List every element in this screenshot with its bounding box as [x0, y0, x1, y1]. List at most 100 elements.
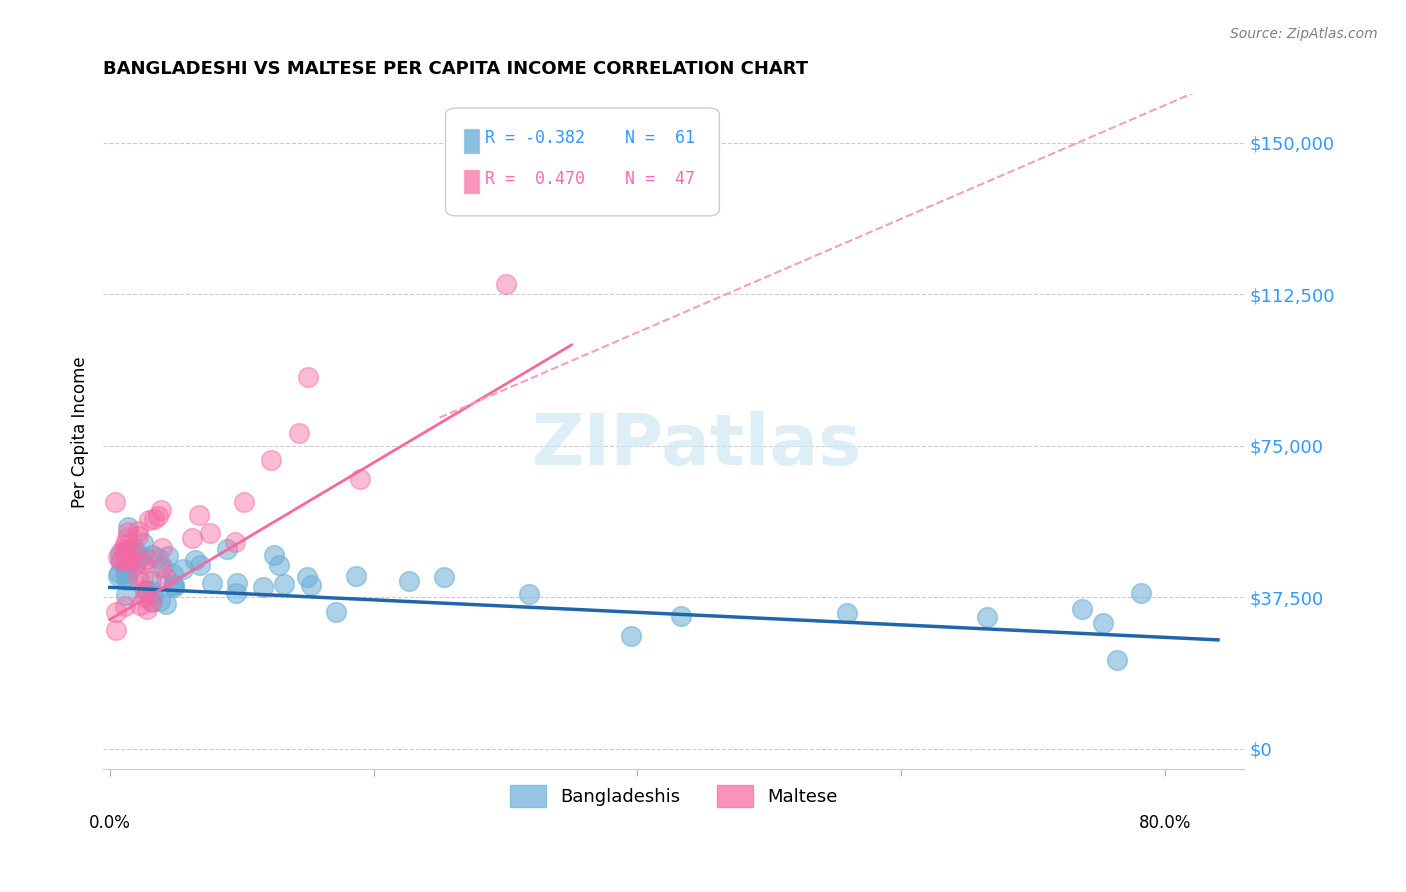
- Maltese: [180, 532, 202, 546]
- Bangladeshis: [128, 549, 150, 564]
- Bangladeshis: [162, 578, 184, 592]
- Maltese: [127, 569, 149, 583]
- Maltese: [105, 623, 128, 637]
- Maltese: [117, 531, 139, 545]
- Bangladeshis: [142, 587, 165, 601]
- Maltese: [104, 605, 127, 619]
- Maltese: [121, 543, 143, 558]
- Maltese: [110, 554, 132, 568]
- Text: 0.0%: 0.0%: [89, 814, 131, 831]
- Maltese: [134, 590, 156, 604]
- Maltese: [233, 495, 256, 509]
- Maltese: [143, 512, 166, 526]
- Maltese: [155, 571, 177, 585]
- Maltese: [131, 556, 153, 570]
- Bangladeshis: [115, 574, 138, 588]
- Bangladeshis: [107, 568, 129, 582]
- Y-axis label: Per Capita Income: Per Capita Income: [72, 356, 89, 508]
- Text: ZIPatlas: ZIPatlas: [531, 411, 862, 480]
- Maltese: [127, 524, 149, 538]
- Bangladeshis: [263, 549, 285, 563]
- Maltese: [128, 599, 150, 613]
- Maltese: [139, 594, 162, 608]
- Bangladeshis: [122, 559, 145, 574]
- Text: 80.0%: 80.0%: [1139, 814, 1191, 831]
- Maltese: [114, 543, 136, 558]
- Maltese: [149, 560, 172, 574]
- Bangladeshis: [215, 541, 238, 556]
- Bangladeshis: [188, 558, 211, 573]
- Legend: Bangladeshis, Maltese: Bangladeshis, Maltese: [503, 778, 845, 814]
- FancyBboxPatch shape: [463, 169, 479, 194]
- Maltese: [104, 494, 127, 508]
- Text: R =  0.470    N =  47: R = 0.470 N = 47: [485, 169, 696, 188]
- Bangladeshis: [114, 562, 136, 576]
- Bangladeshis: [620, 629, 643, 643]
- Bangladeshis: [184, 553, 207, 567]
- Bangladeshis: [115, 568, 138, 582]
- Maltese: [146, 508, 169, 523]
- FancyBboxPatch shape: [446, 108, 720, 216]
- Bangladeshis: [976, 610, 998, 624]
- Maltese: [111, 541, 134, 556]
- Maltese: [495, 277, 517, 292]
- Bangladeshis: [115, 544, 138, 558]
- FancyBboxPatch shape: [463, 128, 479, 153]
- Bangladeshis: [132, 535, 155, 549]
- Maltese: [107, 550, 129, 565]
- Maltese: [138, 513, 160, 527]
- Bangladeshis: [141, 595, 163, 609]
- Bangladeshis: [155, 597, 177, 611]
- Bangladeshis: [671, 609, 693, 624]
- Bangladeshis: [1092, 615, 1115, 630]
- Maltese: [118, 555, 141, 569]
- Bangladeshis: [517, 587, 540, 601]
- Maltese: [188, 508, 211, 522]
- Bangladeshis: [141, 548, 163, 562]
- Bangladeshis: [148, 551, 170, 566]
- Maltese: [115, 552, 138, 566]
- Bangladeshis: [1130, 586, 1153, 600]
- Bangladeshis: [295, 570, 318, 584]
- Bangladeshis: [114, 566, 136, 581]
- Bangladeshis: [156, 549, 179, 563]
- Maltese: [150, 503, 173, 517]
- Maltese: [297, 370, 319, 384]
- Bangladeshis: [108, 566, 131, 580]
- Bangladeshis: [225, 586, 247, 600]
- Maltese: [127, 529, 149, 543]
- Maltese: [135, 552, 157, 566]
- Bangladeshis: [325, 605, 347, 619]
- Bangladeshis: [835, 606, 858, 620]
- Bangladeshis: [114, 588, 136, 602]
- Bangladeshis: [127, 549, 149, 564]
- Maltese: [349, 472, 371, 486]
- Bangladeshis: [273, 577, 295, 591]
- Bangladeshis: [108, 553, 131, 567]
- Maltese: [150, 541, 173, 556]
- Bangladeshis: [252, 580, 274, 594]
- Maltese: [114, 599, 136, 613]
- Maltese: [287, 425, 309, 440]
- Bangladeshis: [1107, 653, 1129, 667]
- Bangladeshis: [122, 546, 145, 560]
- Bangladeshis: [172, 562, 194, 576]
- Maltese: [200, 526, 222, 541]
- Maltese: [135, 602, 157, 616]
- Bangladeshis: [117, 520, 139, 534]
- Bangladeshis: [201, 576, 224, 591]
- Bangladeshis: [267, 558, 290, 573]
- Bangladeshis: [163, 580, 186, 594]
- Bangladeshis: [398, 574, 420, 588]
- Bangladeshis: [1071, 602, 1094, 616]
- Maltese: [132, 570, 155, 584]
- Bangladeshis: [162, 566, 184, 581]
- Bangladeshis: [118, 542, 141, 557]
- Bangladeshis: [433, 570, 456, 584]
- Maltese: [114, 537, 136, 551]
- Bangladeshis: [149, 593, 172, 607]
- Bangladeshis: [152, 559, 174, 574]
- Bangladeshis: [108, 546, 131, 560]
- Text: R = -0.382    N =  61: R = -0.382 N = 61: [485, 129, 696, 147]
- Bangladeshis: [131, 549, 153, 563]
